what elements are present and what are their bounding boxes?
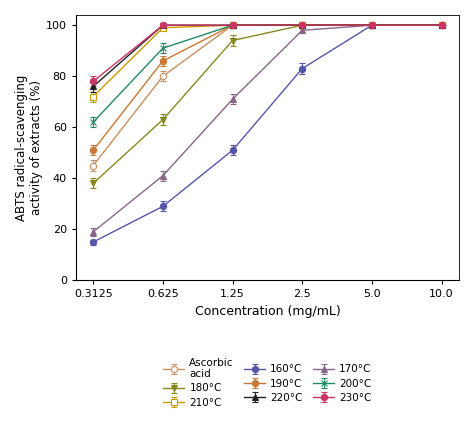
Y-axis label: ABTS radical-scavenging
activity of extracts (%): ABTS radical-scavenging activity of extr… <box>15 74 43 221</box>
X-axis label: Concentration (mg/mL): Concentration (mg/mL) <box>194 305 340 318</box>
Legend: Ascorbic
acid, 180°C, 210°C, 160°C, 190°C, 220°C, 170°C, 200°C, 230°C: Ascorbic acid, 180°C, 210°C, 160°C, 190°… <box>160 355 374 411</box>
